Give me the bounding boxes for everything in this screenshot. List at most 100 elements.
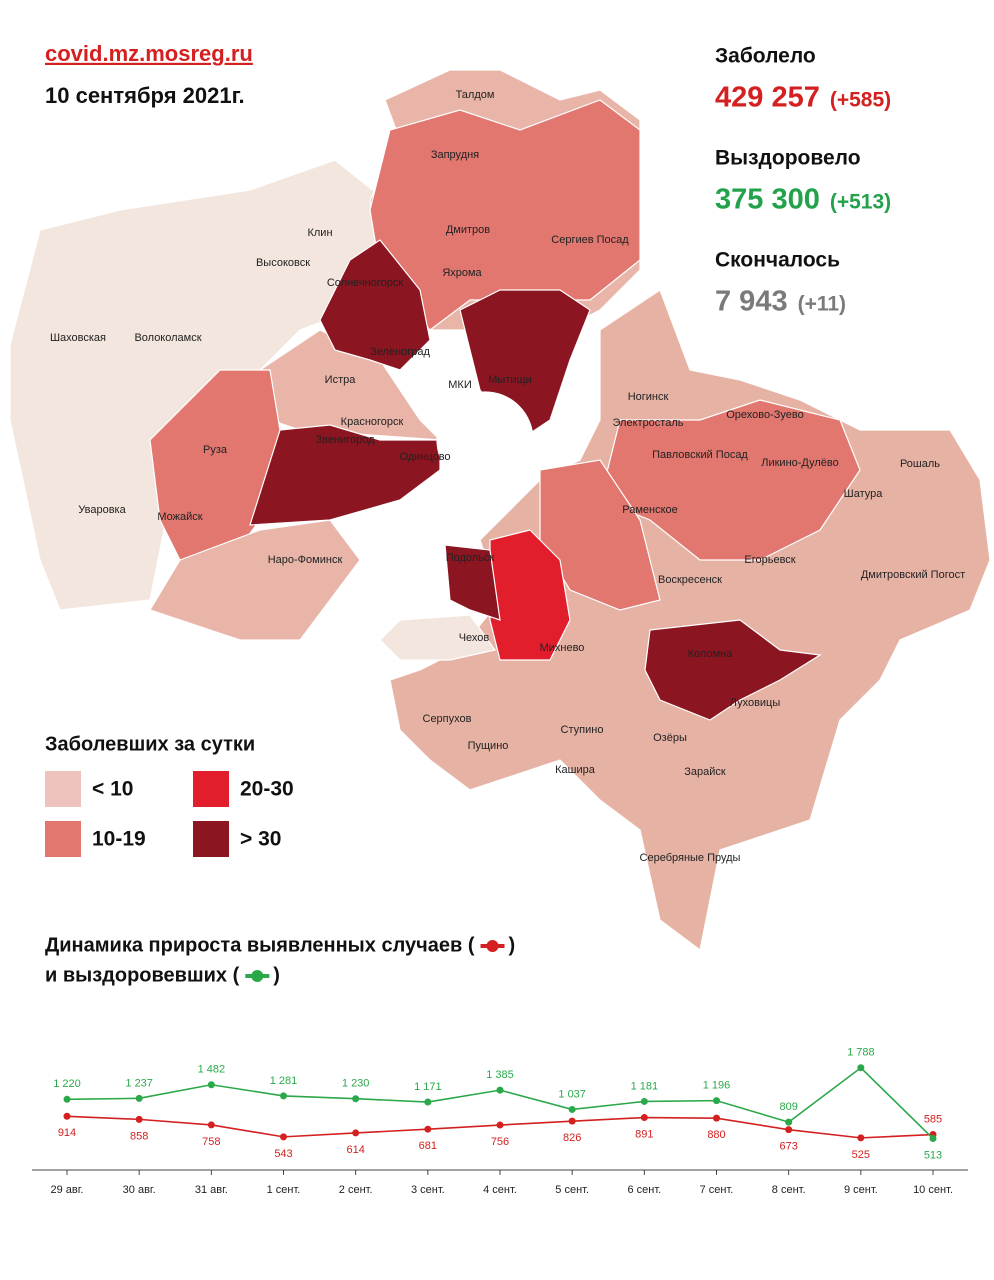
data-label: 914 — [58, 1127, 76, 1139]
moscow — [436, 391, 534, 489]
data-point — [352, 1129, 360, 1137]
place-label: Истра — [325, 374, 357, 386]
map — [9, 69, 991, 952]
place-label: Дмитров — [446, 224, 490, 236]
place-label: Мытищи — [488, 374, 531, 386]
x-tick-label: 4 сент. — [483, 1184, 517, 1196]
place-label: Шаховская — [50, 332, 106, 344]
place-label: Высоковск — [256, 257, 310, 269]
x-tick-label: 9 сент. — [844, 1184, 878, 1196]
stat-delta: (+11) — [798, 293, 846, 316]
data-label: 1 788 — [847, 1047, 875, 1059]
legend-title: Заболевших за сутки — [45, 733, 255, 755]
data-point — [640, 1114, 648, 1122]
region — [644, 619, 822, 721]
data-label: 891 — [635, 1128, 653, 1140]
data-label: 1 482 — [198, 1064, 226, 1076]
data-label: 585 — [924, 1113, 942, 1125]
data-point — [713, 1097, 720, 1105]
data-label: 1 281 — [270, 1075, 298, 1087]
place-label: Дмитровский Погост — [861, 569, 965, 581]
place-label: Красногорск — [341, 416, 404, 428]
x-tick-label: 8 сент. — [772, 1184, 806, 1196]
data-label: 880 — [707, 1129, 725, 1141]
data-point — [496, 1121, 504, 1129]
place-label: Ступино — [561, 724, 604, 736]
data-point — [207, 1121, 215, 1129]
site: covid.mz.mosreg.ru — [45, 41, 253, 66]
data-label: 756 — [491, 1136, 509, 1148]
place-label: Егорьевск — [744, 554, 795, 566]
data-label: 1 171 — [414, 1081, 442, 1093]
chart-title: ) — [509, 934, 516, 956]
region — [444, 544, 501, 621]
data-label: 543 — [274, 1148, 292, 1160]
data-point — [785, 1118, 793, 1126]
place-label: Серебряные Пруды — [640, 852, 741, 864]
data-label: 525 — [852, 1149, 870, 1161]
place-label: Коломна — [688, 648, 734, 660]
x-tick-label: 2 сент. — [339, 1184, 373, 1196]
stat-delta: (+585) — [830, 89, 891, 112]
data-point — [857, 1064, 865, 1072]
data-point — [785, 1126, 793, 1134]
x-tick-label: 6 сент. — [627, 1184, 661, 1196]
place-label: Рошаль — [900, 458, 940, 470]
place-label: Запрудня — [431, 149, 479, 161]
place-label: Орехово-Зуево — [726, 409, 804, 421]
data-label: 681 — [419, 1140, 437, 1152]
data-label: 614 — [346, 1144, 364, 1156]
place-label: Одинцово — [399, 451, 450, 463]
data-point — [207, 1081, 215, 1089]
data-label: 1 196 — [703, 1080, 731, 1092]
legend-icon — [251, 970, 264, 982]
place-label: Раменское — [622, 504, 678, 516]
legend-label: < 10 — [92, 778, 133, 801]
stat-value: 7 943 — [715, 286, 788, 318]
place-label: Сергиев Посад — [551, 234, 629, 246]
line-chart: Динамика прироста выявленных случаев () и… — [32, 934, 968, 1196]
place-label: Павловский Посад — [652, 449, 748, 461]
x-tick-label: 31 авг. — [195, 1184, 228, 1196]
data-label: 858 — [130, 1130, 148, 1142]
chart-subtitle: ) — [273, 964, 280, 986]
data-point — [857, 1134, 865, 1142]
data-point — [280, 1133, 287, 1141]
data-point — [135, 1115, 143, 1123]
data-point — [929, 1135, 937, 1143]
place-label: Подольск — [446, 552, 495, 564]
legend-label: 10-19 — [92, 828, 146, 851]
place-label: Ликино-Дулёво — [761, 457, 839, 469]
place-label: Михнево — [540, 642, 585, 654]
data-label: 758 — [202, 1136, 220, 1148]
place-label: Озёры — [653, 732, 687, 744]
data-point — [713, 1114, 720, 1122]
place-label: Луховицы — [730, 697, 781, 709]
legend-icon — [486, 940, 499, 952]
data-label: 1 385 — [486, 1069, 514, 1081]
region — [149, 519, 361, 641]
data-label: 513 — [924, 1149, 942, 1161]
region — [379, 614, 497, 661]
x-tick-label: 5 сент. — [555, 1184, 589, 1196]
x-tick-label: 10 сент. — [913, 1184, 953, 1196]
x-tick-label: 7 сент. — [700, 1184, 734, 1196]
legend: Заболевших за сутки < 10 20-30 10-19 > 30 — [45, 733, 294, 857]
place-label: Зарайск — [684, 766, 726, 778]
place-label: Воскресенск — [658, 574, 722, 586]
place-label: Шатура — [844, 488, 884, 500]
stat-label: Заболело — [715, 45, 816, 68]
data-point — [496, 1086, 504, 1094]
place-labels: Талдом Запрудня Клин Высоковск Дмитров Сергие… — [50, 89, 965, 864]
x-tick-label: 30 авг. — [123, 1184, 156, 1196]
place-label: МКИ — [448, 379, 471, 391]
place-label: Волоколамск — [134, 332, 201, 344]
data-label: 1 037 — [558, 1088, 586, 1100]
x-tick-label: 3 сент. — [411, 1184, 445, 1196]
data-label: 1 230 — [342, 1078, 370, 1090]
stat-label: Выздоровело — [715, 147, 861, 170]
data-point — [63, 1095, 71, 1103]
data-point — [280, 1092, 287, 1100]
legend-label: > 30 — [240, 828, 281, 851]
x-tick-label: 29 авг. — [51, 1184, 84, 1196]
